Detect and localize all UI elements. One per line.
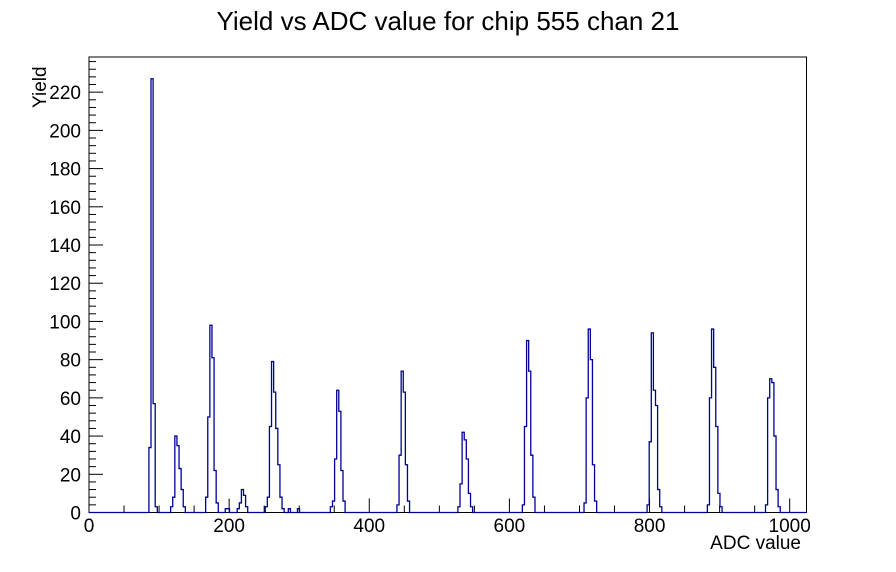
y-tick-label: 80 xyxy=(60,351,81,372)
y-tick-label: 220 xyxy=(49,83,81,104)
plot-frame xyxy=(88,56,807,513)
y-tick-label: 100 xyxy=(49,312,81,333)
chart-title: Yield vs ADC value for chip 555 chan 21 xyxy=(217,6,680,36)
y-tick-label: 120 xyxy=(49,274,81,295)
x-tick-label: 200 xyxy=(213,516,245,537)
x-tick-label: 600 xyxy=(494,516,526,537)
y-axis-title: Yield xyxy=(30,66,51,108)
y-tick-label: 40 xyxy=(60,427,81,448)
x-tick-label: 0 xyxy=(84,516,95,537)
y-tick-label: 0 xyxy=(70,504,81,525)
x-tick-label: 1000 xyxy=(769,516,811,537)
y-tick-label: 180 xyxy=(49,160,81,181)
x-tick-label: 400 xyxy=(353,516,385,537)
histogram-line xyxy=(89,78,807,514)
y-tick-label: 140 xyxy=(49,236,81,257)
x-tick-label: 800 xyxy=(634,516,666,537)
y-tick-label: 200 xyxy=(49,121,81,142)
y-tick-label: 60 xyxy=(60,389,81,410)
axis-ticks xyxy=(88,61,791,513)
x-axis-title: ADC value xyxy=(710,533,801,554)
axis-tick-labels: 0 200 400 600 800 1000 0 20 40 60 80 100 120 140 160 18… xyxy=(49,83,811,537)
y-tick-label: 160 xyxy=(49,198,81,219)
y-tick-label: 20 xyxy=(60,465,81,486)
